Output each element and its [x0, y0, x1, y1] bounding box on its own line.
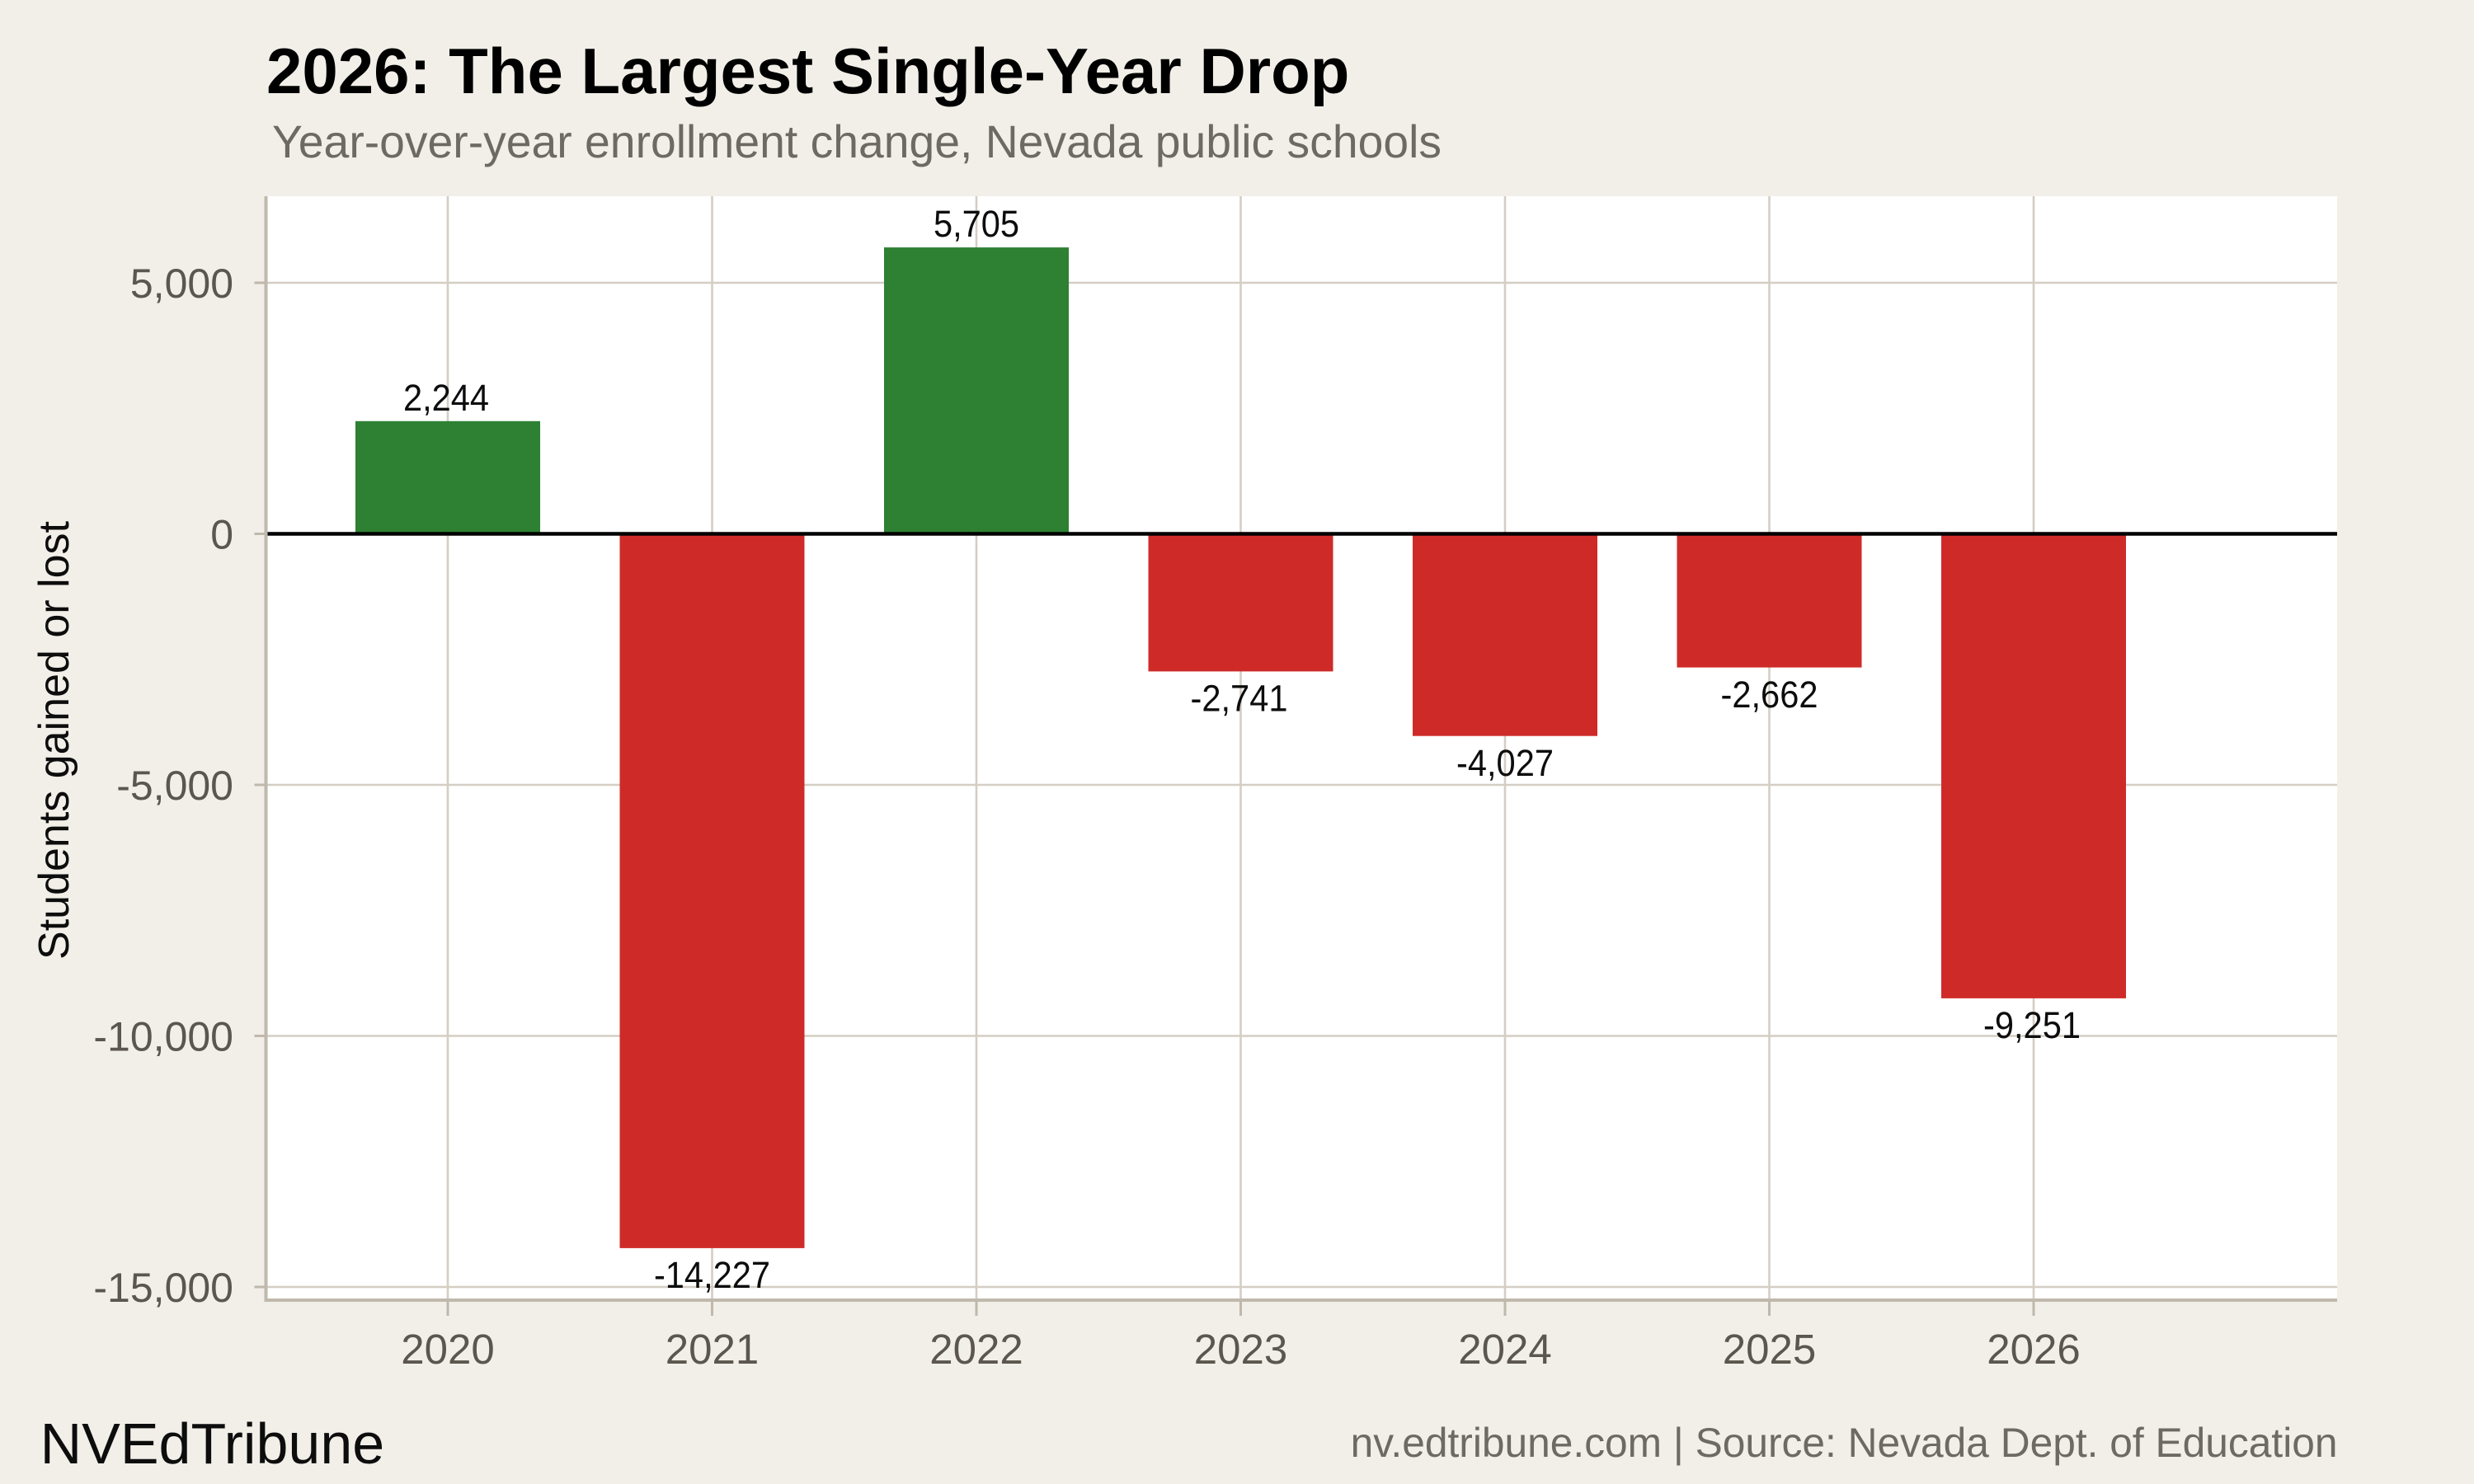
svg-text:2025: 2025 — [1723, 1326, 1816, 1373]
svg-text:-10,000: -10,000 — [93, 1014, 233, 1060]
svg-text:Students gained or lost: Students gained or lost — [31, 521, 78, 960]
svg-text:2020: 2020 — [401, 1326, 494, 1373]
svg-text:nv.edtribune.com | Source: Nev: nv.edtribune.com | Source: Nevada Dept. … — [1351, 1420, 2338, 1466]
svg-text:2021: 2021 — [666, 1326, 759, 1373]
svg-text:-14,227: -14,227 — [654, 1254, 770, 1296]
svg-text:-2,741: -2,741 — [1191, 678, 1288, 720]
svg-text:Year-over-year enrollment chan: Year-over-year enrollment change, Nevada… — [272, 116, 1442, 167]
svg-text:2024: 2024 — [1458, 1326, 1551, 1373]
svg-text:-15,000: -15,000 — [93, 1265, 233, 1311]
svg-text:2026: The Largest Single-Year: 2026: The Largest Single-Year Drop — [266, 35, 1349, 107]
svg-text:-5,000: -5,000 — [116, 763, 233, 809]
svg-text:2,244: 2,244 — [403, 377, 489, 419]
svg-text:5,000: 5,000 — [130, 261, 233, 307]
svg-text:-4,027: -4,027 — [1456, 742, 1554, 784]
svg-text:NVEdTribune: NVEdTribune — [40, 1411, 385, 1476]
svg-text:-9,251: -9,251 — [1983, 1004, 2081, 1046]
svg-text:0: 0 — [210, 512, 233, 558]
svg-text:2022: 2022 — [929, 1326, 1023, 1373]
svg-text:2023: 2023 — [1194, 1326, 1287, 1373]
svg-text:5,705: 5,705 — [934, 203, 1019, 245]
svg-text:-2,662: -2,662 — [1721, 674, 1818, 716]
svg-text:2026: 2026 — [1987, 1326, 2080, 1373]
